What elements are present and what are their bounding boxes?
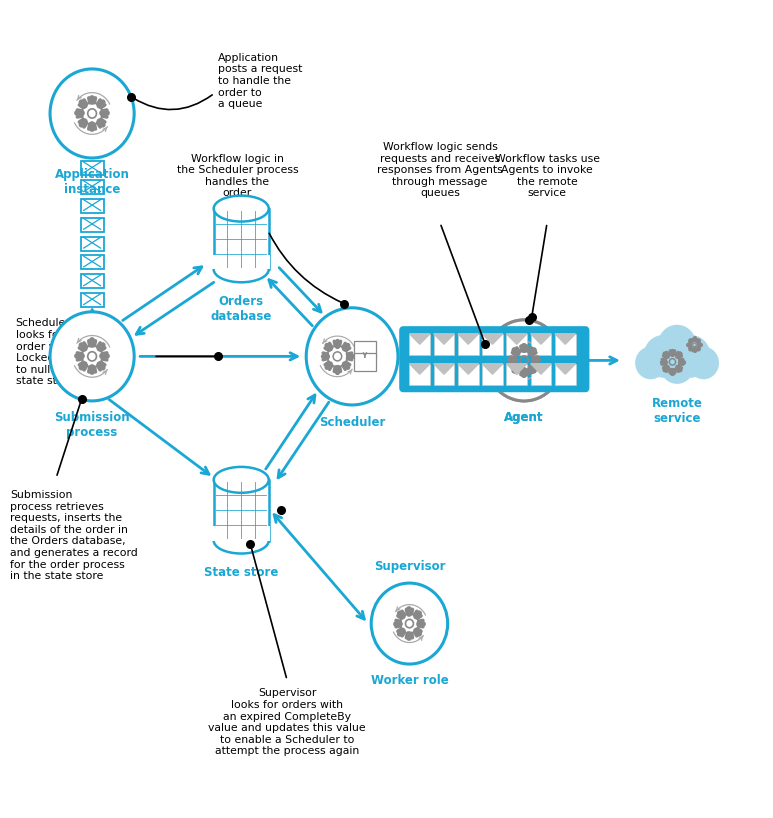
FancyBboxPatch shape xyxy=(434,334,455,355)
Circle shape xyxy=(658,325,696,366)
FancyBboxPatch shape xyxy=(212,526,271,541)
FancyBboxPatch shape xyxy=(434,364,455,384)
FancyBboxPatch shape xyxy=(213,209,269,269)
Text: Workflow tasks use
Agents to invoke
the remote
service: Workflow tasks use Agents to invoke the … xyxy=(495,154,600,199)
Text: Workflow logic sends
requests and receives
responses from Agents
through message: Workflow logic sends requests and receiv… xyxy=(377,142,503,199)
Polygon shape xyxy=(458,364,478,374)
Text: Worker role: Worker role xyxy=(370,674,448,687)
Text: Supervisor: Supervisor xyxy=(373,560,445,573)
FancyBboxPatch shape xyxy=(354,340,376,358)
Ellipse shape xyxy=(213,467,269,492)
FancyBboxPatch shape xyxy=(80,199,104,213)
Polygon shape xyxy=(506,364,527,374)
FancyBboxPatch shape xyxy=(80,255,104,269)
FancyBboxPatch shape xyxy=(354,353,376,371)
Polygon shape xyxy=(434,334,455,344)
Polygon shape xyxy=(555,364,576,374)
Polygon shape xyxy=(482,334,502,344)
Text: Scheduler: Scheduler xyxy=(319,416,385,429)
Text: Submission
process: Submission process xyxy=(54,411,130,438)
Polygon shape xyxy=(410,364,430,374)
Ellipse shape xyxy=(213,528,269,554)
Text: State store: State store xyxy=(204,567,278,579)
FancyBboxPatch shape xyxy=(80,218,104,231)
FancyBboxPatch shape xyxy=(531,364,551,384)
Circle shape xyxy=(50,69,135,158)
Polygon shape xyxy=(531,334,551,344)
Text: Orders
database: Orders database xyxy=(210,295,272,323)
Text: Workflow logic in
the Scheduler process
handles the
order: Workflow logic in the Scheduler process … xyxy=(176,154,298,199)
Ellipse shape xyxy=(213,256,269,282)
Circle shape xyxy=(306,308,398,405)
Polygon shape xyxy=(531,364,551,374)
Polygon shape xyxy=(555,334,576,344)
FancyBboxPatch shape xyxy=(80,180,104,194)
FancyBboxPatch shape xyxy=(80,293,104,307)
Text: Remote
service: Remote service xyxy=(652,397,703,425)
Text: Submission
process retrieves
requests, inserts the
details of the order in
the O: Submission process retrieves requests, i… xyxy=(10,490,138,581)
Text: Supervisor
looks for orders with
an expired CompleteBy
value and updates this va: Supervisor looks for orders with an expi… xyxy=(208,688,366,757)
FancyBboxPatch shape xyxy=(555,334,576,355)
FancyBboxPatch shape xyxy=(80,274,104,288)
FancyBboxPatch shape xyxy=(400,327,588,362)
Text: Agent: Agent xyxy=(505,411,544,424)
Circle shape xyxy=(659,347,694,384)
Circle shape xyxy=(371,583,448,664)
FancyBboxPatch shape xyxy=(458,334,478,355)
FancyBboxPatch shape xyxy=(212,254,271,269)
FancyBboxPatch shape xyxy=(555,364,576,384)
Circle shape xyxy=(486,320,563,401)
FancyBboxPatch shape xyxy=(531,334,551,355)
Circle shape xyxy=(486,320,563,401)
Circle shape xyxy=(688,347,719,380)
Circle shape xyxy=(50,312,135,401)
FancyBboxPatch shape xyxy=(410,364,430,384)
Polygon shape xyxy=(434,364,455,374)
FancyBboxPatch shape xyxy=(400,357,588,391)
Text: Scheduler
looks for an
order with
LockedBy set
to null in the
state store: Scheduler looks for an order with Locked… xyxy=(15,318,88,386)
FancyBboxPatch shape xyxy=(80,161,104,175)
Circle shape xyxy=(635,347,666,380)
FancyBboxPatch shape xyxy=(80,236,104,250)
FancyBboxPatch shape xyxy=(410,334,430,355)
Polygon shape xyxy=(506,334,527,344)
FancyBboxPatch shape xyxy=(458,364,478,384)
Text: Agent: Agent xyxy=(505,411,544,424)
FancyBboxPatch shape xyxy=(506,334,527,355)
Circle shape xyxy=(643,335,684,378)
FancyBboxPatch shape xyxy=(506,364,527,384)
Polygon shape xyxy=(458,334,478,344)
Text: Application
posts a request
to handle the
order to
a queue: Application posts a request to handle th… xyxy=(218,52,303,109)
FancyBboxPatch shape xyxy=(213,480,269,541)
Ellipse shape xyxy=(213,196,269,222)
FancyBboxPatch shape xyxy=(482,334,502,355)
Polygon shape xyxy=(482,364,502,374)
Polygon shape xyxy=(410,334,430,344)
Text: Application
instance: Application instance xyxy=(55,168,130,196)
Circle shape xyxy=(670,335,711,378)
FancyBboxPatch shape xyxy=(482,364,502,384)
